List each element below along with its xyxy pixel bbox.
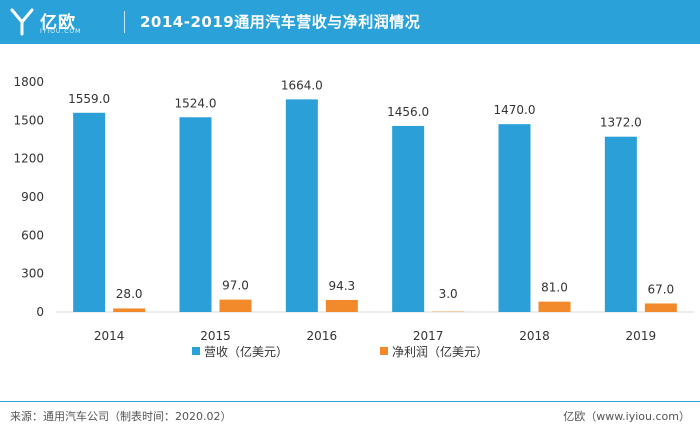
page-title: 2014-2019通用汽车营收与净利润情况	[140, 13, 421, 31]
revenue-data-label: 1456.0	[387, 105, 429, 119]
profit-data-label: 67.0	[647, 282, 674, 296]
revenue-data-label: 1470.0	[494, 103, 536, 117]
legend-swatch-revenue	[192, 347, 200, 355]
profit-bar	[644, 303, 677, 312]
x-tick-label: 2017	[413, 329, 444, 343]
y-tick-label: 900	[21, 190, 44, 204]
brand-subtitle: IYIOU.COM	[40, 28, 82, 35]
revenue-bar	[498, 124, 531, 313]
y-tick-label: 1500	[13, 113, 44, 127]
x-tick-label: 2015	[200, 329, 231, 343]
legend-label-profit: 净利润（亿美元）	[392, 344, 488, 359]
bar-chart: 0 300 600 900 1200 1500 1800 1559.0 28.0 2014 1524…	[13, 75, 694, 359]
x-tick-label: 2019	[626, 329, 657, 343]
x-tick-label: 2018	[519, 329, 550, 343]
profit-bar	[113, 308, 146, 312]
legend-swatch-profit	[380, 347, 388, 355]
x-tick-label: 2014	[94, 329, 125, 343]
header-bar: 亿欧 IYIOU.COM 2014-2019通用汽车营收与净利润情况	[0, 0, 700, 44]
brand-name: 亿欧	[40, 13, 76, 33]
profit-data-label: 28.0	[116, 287, 143, 301]
footer-divider	[0, 401, 700, 402]
revenue-bar	[179, 117, 212, 313]
profit-bar	[538, 301, 571, 312]
logo-mark-icon	[10, 8, 34, 36]
revenue-bar	[604, 136, 637, 312]
profit-data-label: 94.3	[328, 279, 355, 293]
profit-bar	[219, 299, 252, 312]
revenue-bar	[285, 99, 318, 312]
source-note: 来源：通用汽车公司（制表时间：2020.02）	[10, 410, 232, 423]
y-tick-label: 600	[21, 228, 44, 242]
profit-data-label: 3.0	[439, 287, 458, 301]
revenue-data-label: 1559.0	[68, 92, 110, 106]
profit-data-label: 97.0	[222, 279, 249, 293]
profit-data-label: 81.0	[541, 281, 568, 295]
y-tick-label: 300	[21, 267, 44, 281]
revenue-data-label: 1664.0	[281, 78, 323, 92]
y-tick-label: 0	[36, 305, 44, 319]
x-tick-label: 2016	[307, 329, 338, 343]
revenue-data-label: 1524.0	[175, 96, 217, 110]
brand-logo: 亿欧 IYIOU.COM	[8, 4, 108, 40]
header-divider	[124, 11, 125, 33]
revenue-bar	[73, 112, 106, 313]
profit-bar	[325, 299, 358, 312]
revenue-data-label: 1372.0	[600, 116, 642, 130]
site-credit: 亿欧（www.iyiou.com）	[563, 410, 690, 423]
legend-label-revenue: 营收（亿美元）	[204, 344, 288, 359]
y-tick-label: 1200	[13, 152, 44, 166]
y-tick-label: 1800	[13, 75, 44, 89]
revenue-bar	[392, 125, 425, 312]
